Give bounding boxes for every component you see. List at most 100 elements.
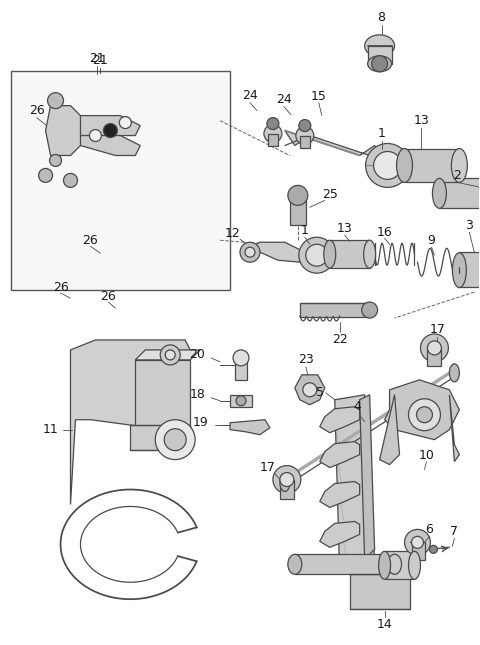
Circle shape [430,546,437,553]
Circle shape [372,55,387,72]
Circle shape [299,119,311,132]
Text: 20: 20 [189,348,205,361]
Polygon shape [335,395,374,574]
Circle shape [411,537,423,548]
Text: 1: 1 [378,127,385,140]
Polygon shape [248,243,305,262]
Text: 15: 15 [311,90,327,103]
Circle shape [89,130,101,141]
Circle shape [245,247,255,257]
Bar [384,551,415,579]
Polygon shape [71,340,190,504]
Bar [459,252,480,287]
Polygon shape [320,442,360,468]
Circle shape [420,334,448,362]
Circle shape [38,168,52,183]
Bar [135,360,190,430]
Bar [405,148,459,183]
Circle shape [280,473,294,486]
Bar [350,574,409,609]
Circle shape [233,350,249,366]
Ellipse shape [408,551,420,579]
Circle shape [155,420,195,460]
Circle shape [303,383,317,397]
Text: 23: 23 [298,353,314,366]
Bar [11,71,230,290]
Bar [330,240,370,268]
Circle shape [164,429,186,451]
Ellipse shape [432,179,446,208]
Circle shape [428,341,442,355]
Circle shape [240,243,260,262]
Ellipse shape [387,554,402,574]
Polygon shape [320,521,360,548]
Ellipse shape [280,473,290,491]
Circle shape [361,302,378,318]
Polygon shape [449,395,459,462]
Circle shape [267,117,279,130]
Ellipse shape [368,55,392,72]
Ellipse shape [364,240,376,268]
Circle shape [288,185,308,205]
Text: 12: 12 [225,227,241,240]
Circle shape [48,93,63,108]
Polygon shape [46,106,85,155]
Text: 21: 21 [90,52,105,65]
Bar [411,542,425,561]
Polygon shape [81,135,140,155]
Bar [368,46,392,64]
Text: 16: 16 [377,226,393,239]
Text: 2: 2 [454,169,461,182]
Circle shape [373,152,402,179]
Text: 13: 13 [337,222,353,235]
Circle shape [165,350,175,360]
Ellipse shape [365,35,395,57]
Circle shape [63,174,77,188]
Ellipse shape [324,240,336,268]
Circle shape [49,155,61,166]
Text: 9: 9 [428,233,435,247]
Text: 14: 14 [377,618,393,631]
Circle shape [273,466,301,493]
Text: 1: 1 [301,224,309,237]
Polygon shape [285,130,384,161]
Ellipse shape [288,554,302,574]
Text: 11: 11 [43,423,59,436]
Polygon shape [295,375,325,405]
Bar [268,134,278,146]
Bar [300,135,310,148]
Circle shape [306,244,328,266]
Circle shape [120,117,132,128]
Bar [230,395,252,407]
Circle shape [236,396,246,406]
Polygon shape [380,395,399,464]
Text: 25: 25 [322,188,337,201]
Text: 26: 26 [100,290,116,303]
Polygon shape [384,380,459,440]
Polygon shape [230,420,270,435]
Text: 13: 13 [414,114,429,127]
Text: 19: 19 [192,416,208,429]
Circle shape [103,124,117,137]
Circle shape [264,124,282,143]
Text: 24: 24 [276,93,292,106]
Bar [300,303,370,317]
Circle shape [299,237,335,273]
Polygon shape [81,115,140,135]
Text: 18: 18 [189,388,205,401]
Ellipse shape [379,551,391,579]
Text: 6: 6 [425,523,433,536]
Text: 4: 4 [354,401,361,413]
Text: 26: 26 [53,281,68,293]
Bar [235,358,247,380]
Bar [290,195,306,225]
Text: 26: 26 [29,104,45,117]
Polygon shape [360,395,374,559]
Text: 26: 26 [83,233,98,247]
Circle shape [408,399,441,431]
Text: 24: 24 [242,89,258,102]
Text: 10: 10 [419,449,434,462]
Bar [428,348,442,366]
Bar [130,424,190,450]
Circle shape [160,345,180,365]
